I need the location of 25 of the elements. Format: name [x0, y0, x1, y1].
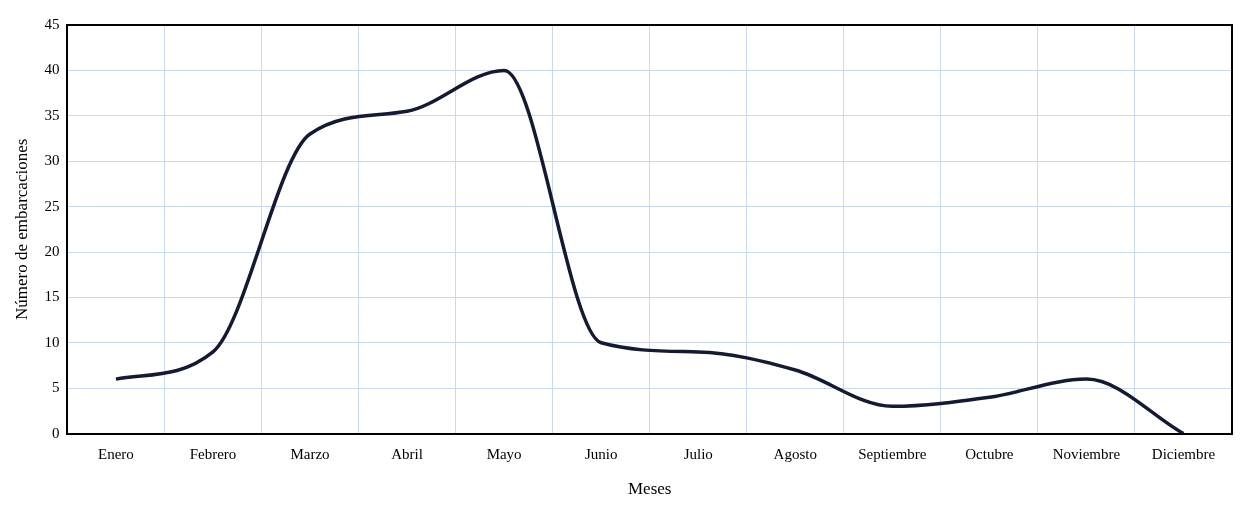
- y-tick-label: 0: [51, 424, 60, 441]
- y-tick-label: 10: [44, 333, 60, 350]
- x-tick-label: Julio: [683, 445, 713, 462]
- x-tick-label: Marzo: [290, 445, 330, 462]
- y-tick-label: 45: [44, 15, 60, 32]
- x-tick-label: Febrero: [189, 445, 237, 462]
- x-tick-label: Octubre: [965, 445, 1014, 462]
- x-tick-label: Junio: [584, 445, 618, 462]
- x-tick-label: Enero: [98, 445, 134, 462]
- x-axis-title: Meses: [627, 479, 672, 499]
- y-tick-label: 40: [44, 61, 60, 78]
- y-tick-label: 25: [44, 197, 60, 214]
- y-tick-label: 15: [44, 288, 60, 305]
- line-series: [114, 68, 1186, 434]
- x-tick-label: Abril: [391, 445, 423, 462]
- x-tick-label: Mayo: [486, 445, 522, 462]
- y-tick-label: 35: [44, 106, 60, 123]
- y-tick-label: 5: [51, 379, 60, 396]
- x-tick-label: Agosto: [773, 445, 817, 462]
- y-axis-title: Número de embarcaciones: [11, 138, 31, 320]
- x-tick-label: Noviembre: [1052, 445, 1121, 462]
- x-tick-label: Diciembre: [1151, 445, 1216, 462]
- y-tick-label: 20: [44, 242, 60, 259]
- y-tick-label: 30: [44, 152, 60, 169]
- x-tick-label: Septiembre: [858, 445, 927, 462]
